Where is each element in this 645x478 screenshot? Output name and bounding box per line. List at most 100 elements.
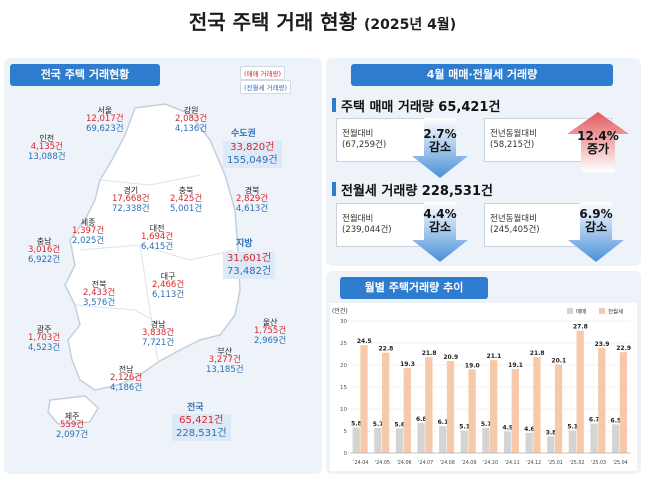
bar-sale [503, 431, 512, 453]
x-tick-label: '25.01 [548, 460, 563, 466]
region-rent: 13,088건 [28, 151, 66, 162]
region-name: 울산 [262, 318, 278, 327]
region-sale: 3,277건 [208, 355, 241, 366]
region-8: 대전 1,694건 6,415건 [141, 224, 173, 253]
region-name: 경남 [150, 320, 166, 329]
y-tick-label: 25 [340, 341, 347, 347]
bar-sale [352, 427, 360, 453]
capital-area-label: 수도권 [231, 129, 256, 139]
rent-yoy-value: 6.9% 감소 [579, 207, 613, 235]
region-7: 세종 1,397건 2,025건 [72, 218, 104, 247]
bar-rent [403, 368, 411, 453]
region-sale: 12,017건 [86, 114, 124, 125]
bar-sale [439, 426, 447, 453]
region-name: 충북 [178, 186, 194, 195]
region-name: 충남 [36, 237, 52, 246]
data-label: 21.8 [530, 350, 545, 357]
region-name: 전남 [118, 365, 134, 374]
bar-sale [417, 423, 425, 453]
trend-chart: (만건) 0 5 10 15 20 25 30 매매 전월세 5.8 24.5 '24.04 5.7 22.… [332, 307, 631, 466]
legend-rent: (전월세 거래량) [240, 80, 292, 94]
region-rent: 6,922건 [28, 254, 61, 265]
local-area-label: 지방 [236, 239, 253, 249]
data-label: 27.8 [573, 324, 588, 331]
data-label: 5.6 [394, 421, 405, 428]
legend-label: 매매 [576, 308, 586, 316]
data-label: 5.8 [351, 420, 362, 427]
data-label: 5.1 [459, 424, 470, 431]
bar-sale [374, 427, 382, 453]
data-label: 23.9 [595, 341, 610, 348]
region-name: 인천 [39, 134, 55, 143]
bar-sale [482, 427, 490, 453]
data-label: 19.3 [400, 361, 415, 368]
region-rent: 4,186건 [110, 382, 143, 393]
data-label: 6.7 [589, 417, 600, 424]
sale-section-marker [332, 98, 336, 112]
bar-rent [598, 347, 606, 453]
region-sale: 4,135건 [30, 142, 63, 153]
region-rent: 69,623건 [86, 123, 124, 134]
bar-rent [425, 357, 433, 453]
data-label: 5.1 [567, 424, 578, 431]
region-rent: 2,969건 [254, 335, 287, 346]
sale-section-title: 주택 매매 거래량 65,421건 [341, 100, 501, 115]
region-rent: 3,576건 [83, 297, 116, 308]
bar-sale [525, 432, 533, 453]
region-rent: 2,097건 [56, 429, 89, 440]
y-tick-label: 30 [340, 319, 347, 325]
bar-sale [547, 436, 555, 453]
region-rent: 13,185건 [206, 364, 244, 375]
x-tick-label: '24.06 [397, 460, 412, 466]
bar-rent [360, 345, 368, 453]
sale-mom-value: 2.7% 감소 [423, 127, 457, 155]
data-label: 19.1 [508, 362, 523, 369]
y-tick-label: 5 [344, 429, 348, 435]
bar-rent [554, 364, 563, 453]
x-tick-label: '24.07 [418, 460, 433, 466]
region-rent: 4,613건 [236, 203, 269, 214]
regional-panel-title: 전국 주택 거래현황 [10, 64, 160, 86]
region-name: 경기 [123, 186, 139, 195]
region-name: 대구 [160, 272, 176, 281]
region-3: 강원 2,083건 4,136건 [175, 106, 207, 135]
x-tick-label: '25.03 [591, 460, 606, 466]
region-name: 강원 [183, 106, 199, 115]
region-17: 제주 559건 2,097건 [56, 412, 88, 441]
region-sale: 1,694건 [141, 232, 174, 243]
legend-swatch [567, 308, 573, 314]
bar-rent [490, 360, 498, 453]
data-label: 6.5 [611, 417, 622, 424]
x-tick-label: '24.09 [461, 460, 476, 466]
region-rent: 72,338건 [112, 203, 150, 214]
region-sale: 1,703건 [28, 333, 61, 344]
data-label: 19.0 [465, 362, 480, 369]
bar-rent [511, 368, 519, 453]
region-rent: 6,415건 [141, 241, 174, 252]
region-sale: 2,126건 [110, 373, 143, 384]
region-sale: 2,466건 [152, 280, 185, 291]
region-name: 전북 [91, 280, 107, 289]
bar-sale [395, 428, 404, 453]
data-label: 5.7 [373, 421, 384, 428]
region-name: 광주 [36, 325, 52, 334]
bar-rent [381, 352, 390, 453]
sale-mom-down-arrow [412, 118, 468, 178]
region-sale: 3,838건 [142, 328, 175, 339]
bar-rent [576, 330, 584, 453]
x-tick-label: '24.12 [526, 460, 541, 466]
data-label: 21.1 [487, 353, 502, 360]
bar-rent [619, 352, 628, 453]
region-rent: 4,523건 [28, 342, 61, 353]
bar-rent [533, 357, 541, 453]
sale-yoy-up-arrow [567, 112, 629, 172]
rent-mom-value: 4.4% 감소 [423, 207, 457, 235]
region-name: 제주 [64, 412, 80, 421]
region-sale: 1,397건 [72, 226, 105, 237]
region-rent: 5,001건 [170, 203, 203, 214]
page-title: 전국 주택 거래 현황 (2025년 4월) [188, 10, 457, 34]
region-name: 대전 [149, 224, 165, 233]
data-label: 21.8 [422, 350, 437, 357]
data-label: 20.1 [551, 358, 566, 365]
x-tick-label: '24.05 [375, 460, 390, 466]
